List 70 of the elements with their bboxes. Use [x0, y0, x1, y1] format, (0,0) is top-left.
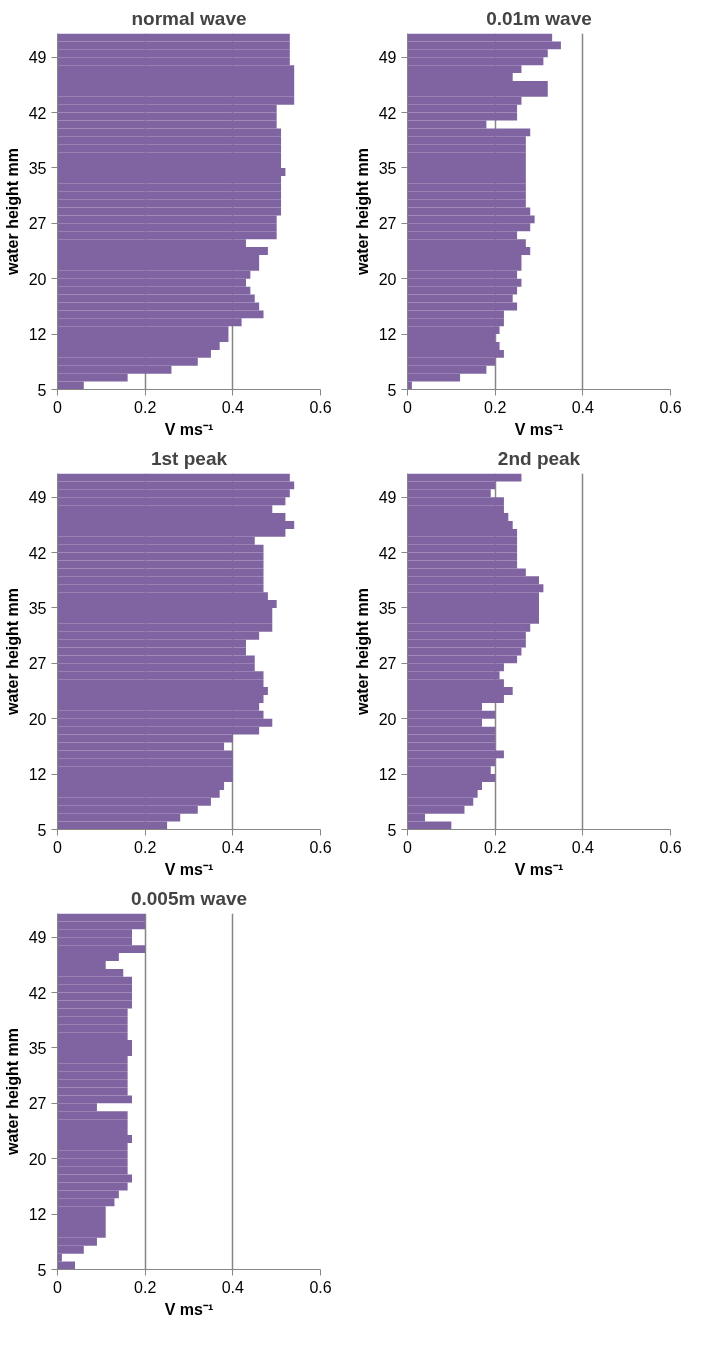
- y-tick-label: 49: [28, 929, 47, 947]
- y-tick-label: 35: [378, 599, 397, 617]
- y-tick-label: 20: [28, 1150, 47, 1168]
- x-tick-label: 0: [403, 838, 413, 856]
- y-tick-label: 5: [37, 1261, 47, 1279]
- y-tick-label: 35: [28, 599, 47, 617]
- x-tick-label: 0.2: [134, 838, 157, 856]
- x-tick-label: 0: [403, 398, 413, 416]
- x-axis-title: V ms⁻¹: [164, 860, 214, 878]
- y-tick-label: 49: [28, 489, 47, 507]
- y-tick-label: 12: [28, 766, 47, 784]
- x-tick-label: 0: [53, 1278, 63, 1296]
- y-tick-label: 35: [378, 159, 397, 177]
- x-tick-label: 0.6: [659, 838, 682, 856]
- y-tick-label: 20: [378, 270, 397, 288]
- x-tick-label: 0.6: [309, 398, 332, 416]
- y-tick-label: 27: [28, 655, 47, 673]
- y-tick-label: 49: [28, 49, 47, 67]
- y-tick-label: 42: [28, 544, 47, 562]
- x-tick-label: 0: [53, 398, 63, 416]
- y-axis-title: water height mm: [353, 147, 371, 277]
- y-tick-label: 20: [378, 710, 397, 728]
- x-tick-label: 0.2: [484, 838, 507, 856]
- chart-title: 1st peak: [150, 447, 228, 469]
- y-axis-title: water height mm: [353, 587, 371, 717]
- x-tick-label: 0.4: [571, 398, 595, 416]
- y-axis-title: water height mm: [3, 587, 21, 717]
- x-tick-label: 0.4: [571, 838, 595, 856]
- y-tick-label: 5: [387, 821, 397, 839]
- chart-title: 2nd peak: [497, 447, 581, 469]
- x-axis-title: V ms⁻¹: [164, 1300, 214, 1318]
- y-tick-label: 12: [378, 766, 397, 784]
- chart-title: 0.01m wave: [486, 7, 592, 29]
- y-tick-label: 27: [378, 215, 397, 233]
- y-tick-label: 5: [387, 381, 397, 399]
- x-tick-label: 0.2: [484, 398, 507, 416]
- y-tick-label: 35: [28, 1039, 47, 1057]
- y-tick-label: 12: [28, 1206, 47, 1224]
- y-tick-label: 42: [28, 104, 47, 122]
- y-tick-label: 20: [28, 710, 47, 728]
- x-tick-label: 0.2: [134, 1278, 157, 1296]
- y-tick-label: 27: [28, 215, 47, 233]
- x-tick-label: 0: [53, 838, 63, 856]
- y-tick-label: 42: [378, 104, 397, 122]
- chart-title: normal wave: [131, 7, 247, 29]
- x-tick-label: 0.4: [221, 398, 245, 416]
- y-tick-label: 49: [378, 49, 397, 67]
- x-axis-title: V ms⁻¹: [164, 420, 214, 438]
- y-tick-label: 5: [37, 821, 47, 839]
- y-tick-label: 5: [37, 381, 47, 399]
- x-tick-label: 0.4: [221, 838, 245, 856]
- x-axis-title: V ms⁻¹: [514, 860, 564, 878]
- y-tick-label: 27: [378, 655, 397, 673]
- y-axis-title: water height mm: [3, 147, 21, 277]
- y-tick-label: 20: [28, 270, 47, 288]
- chart-title: 0.005m wave: [130, 887, 248, 909]
- x-axis-title: V ms⁻¹: [514, 420, 564, 438]
- y-axis-title: water height mm: [3, 1027, 21, 1157]
- y-tick-label: 49: [378, 489, 397, 507]
- x-tick-label: 0.6: [659, 398, 682, 416]
- x-tick-label: 0.2: [134, 398, 157, 416]
- y-tick-label: 42: [28, 984, 47, 1002]
- x-tick-label: 0.6: [309, 838, 332, 856]
- y-tick-label: 27: [28, 1095, 47, 1113]
- x-tick-label: 0.4: [221, 1278, 245, 1296]
- y-tick-label: 12: [378, 326, 397, 344]
- y-tick-label: 12: [28, 326, 47, 344]
- x-tick-label: 0.6: [309, 1278, 332, 1296]
- y-tick-label: 42: [378, 544, 397, 562]
- y-tick-label: 35: [28, 159, 47, 177]
